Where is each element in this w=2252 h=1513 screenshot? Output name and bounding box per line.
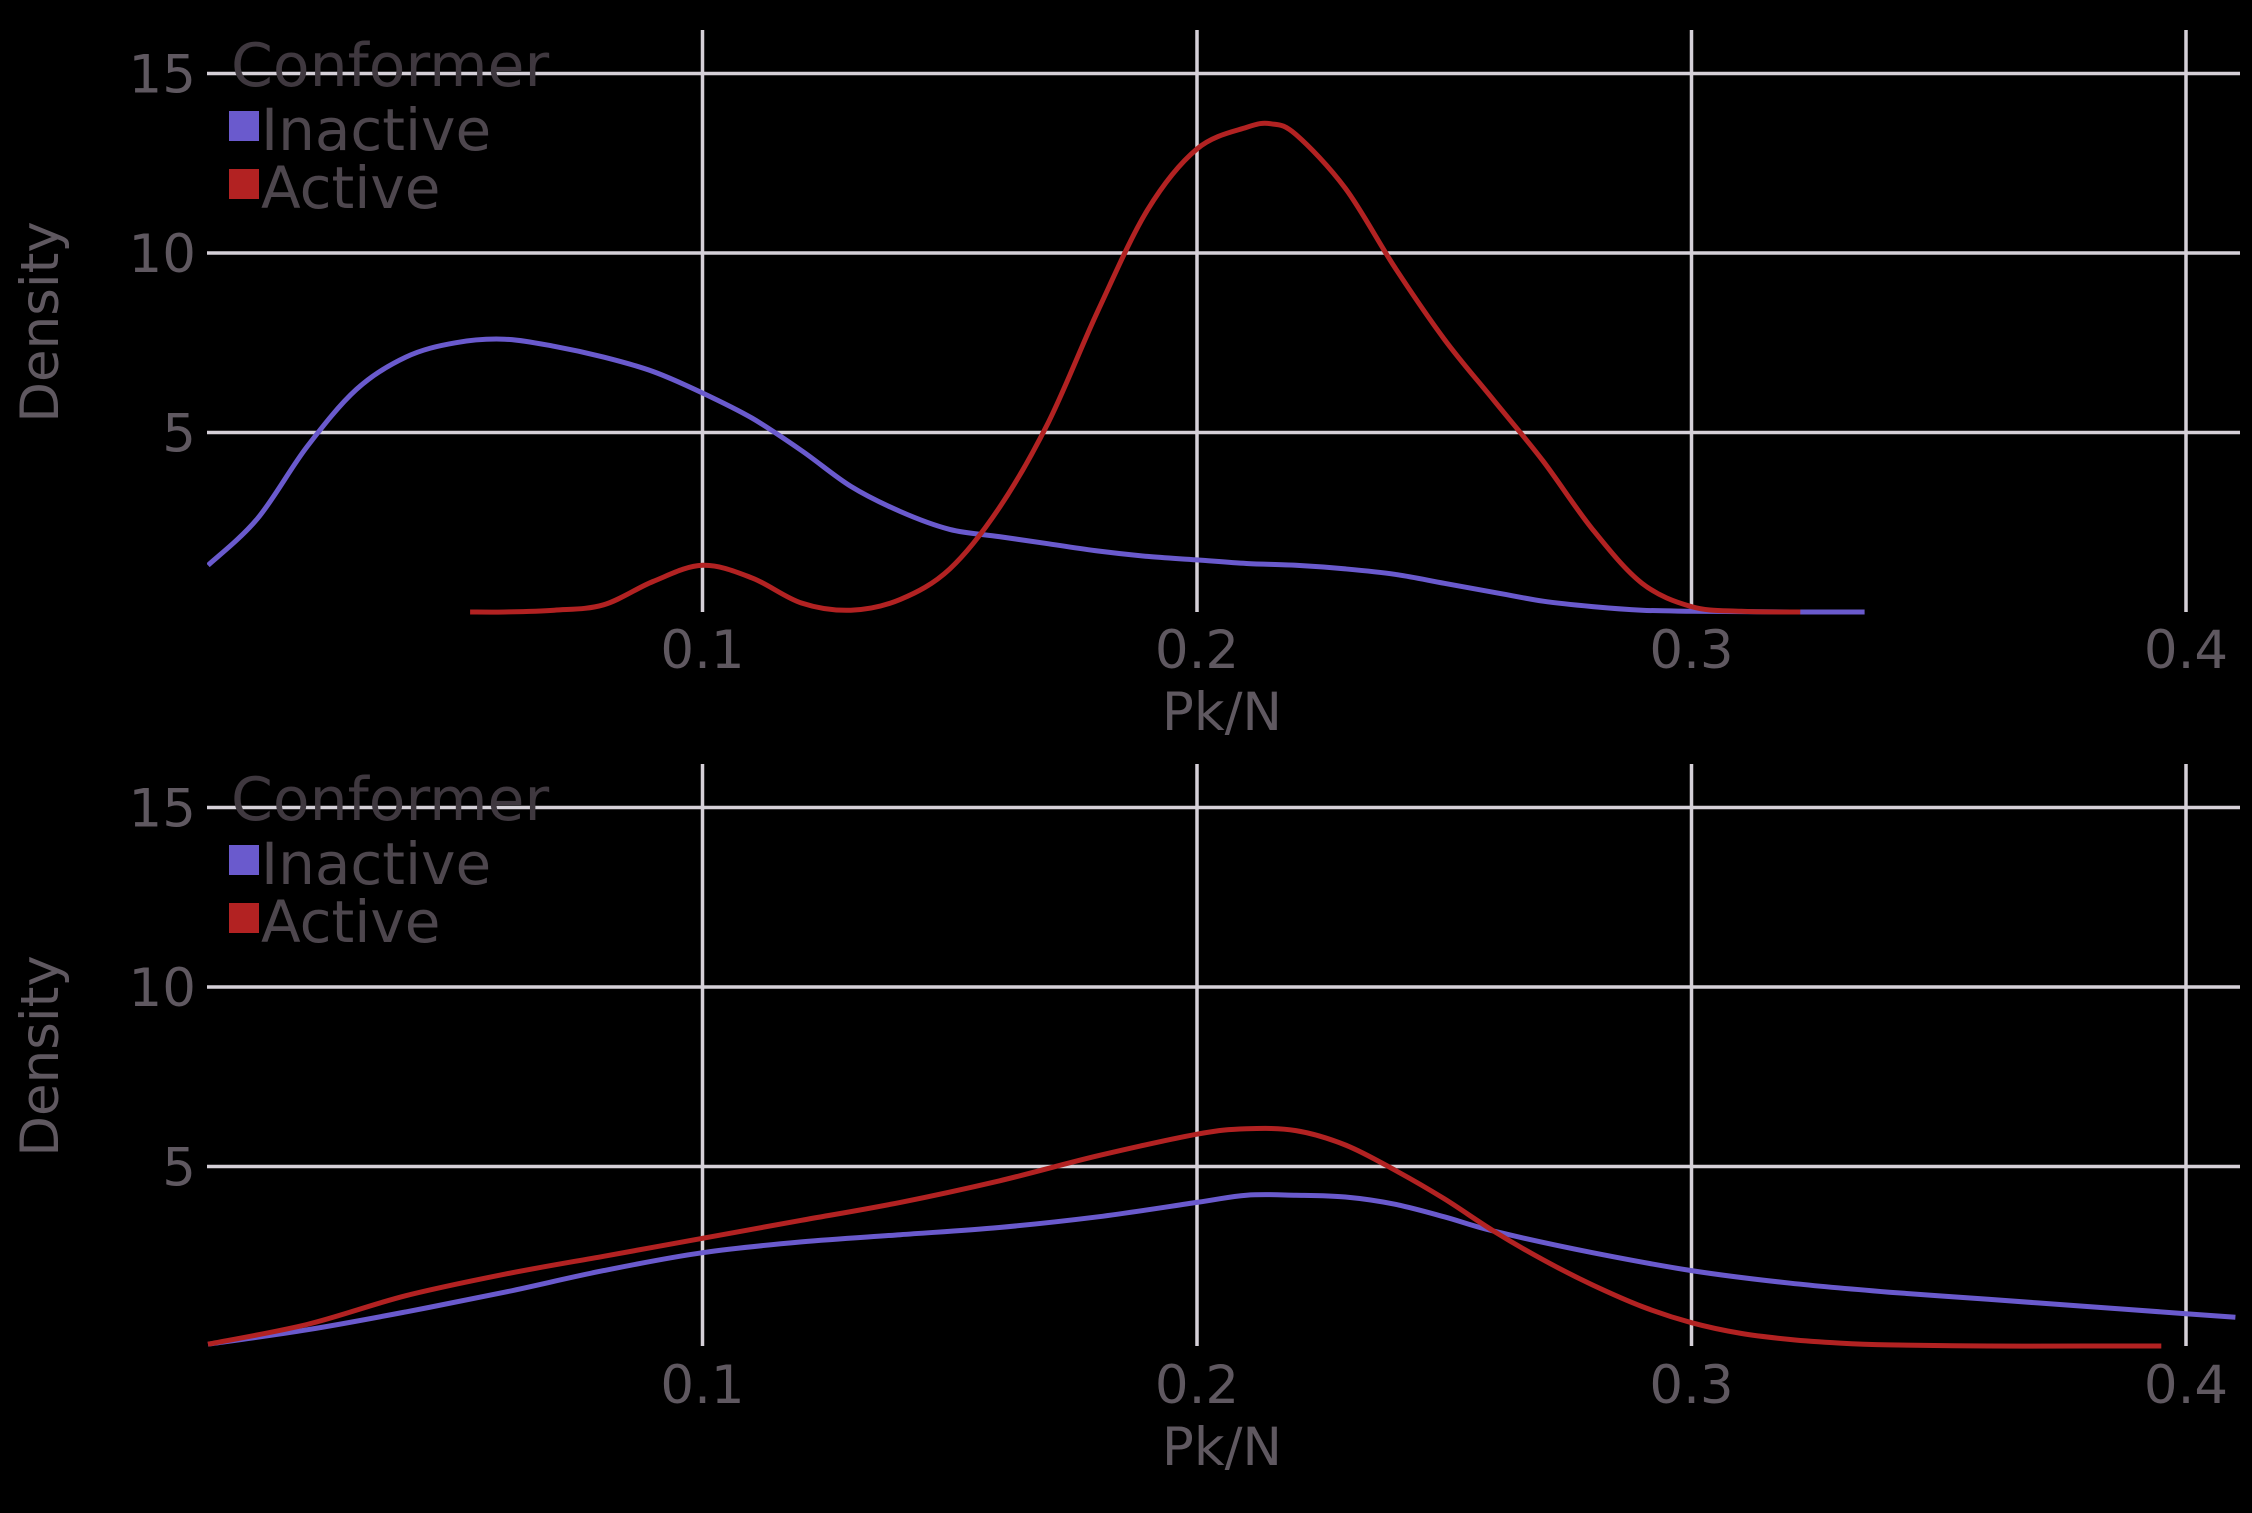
x-tick-label: 0.1 — [660, 620, 744, 681]
legend-label-inactive: Inactive — [261, 96, 491, 164]
y-tick-label: 15 — [129, 45, 196, 106]
x-tick-label: 0.4 — [2144, 620, 2228, 681]
series-line-active — [470, 120, 1801, 615]
y-tick-label: 10 — [129, 224, 196, 285]
x-tick-label: 0.2 — [1155, 620, 1239, 681]
legend-label-active: Active — [261, 154, 440, 222]
legend-swatch-active — [229, 903, 259, 933]
y-axis-title: Density — [10, 955, 71, 1157]
series-line-inactive — [207, 336, 1865, 615]
y-tick-label: 5 — [162, 404, 196, 465]
series-lines — [207, 120, 1865, 615]
legend-title: Conformer — [231, 765, 549, 835]
series-lines — [207, 1125, 2236, 1349]
chart-panel-1: 5 10 15 0.1 0.2 0.3 0.4 Pk/N Density ConformerIna… — [10, 30, 2240, 743]
legend-label-inactive: Inactive — [261, 830, 491, 898]
x-tick-label: 0.3 — [1649, 620, 1733, 681]
legend-swatch-inactive — [229, 845, 259, 875]
legend-title: Conformer — [231, 31, 549, 101]
x-tick-label: 0.3 — [1649, 1355, 1733, 1416]
x-tick-label: 0.4 — [2144, 1355, 2228, 1416]
x-tick-label: 0.1 — [660, 1355, 744, 1416]
x-axis-title: Pk/N — [1162, 682, 1282, 743]
series-line-active — [207, 1125, 2162, 1349]
y-tick-label: 10 — [129, 958, 196, 1019]
x-axis-title: Pk/N — [1162, 1417, 1282, 1478]
chart-panel-2: 5 10 15 0.1 0.2 0.3 0.4 Pk/N Density ConformerIna… — [10, 764, 2240, 1478]
legend-swatch-active — [229, 169, 259, 199]
y-tick-label: 15 — [129, 779, 196, 840]
y-tick-label: 5 — [162, 1138, 196, 1199]
y-axis-title: Density — [10, 221, 71, 423]
legend-swatch-inactive — [229, 111, 259, 141]
series-line-inactive — [207, 1192, 2236, 1347]
legend-label-active: Active — [261, 888, 440, 956]
x-tick-label: 0.2 — [1155, 1355, 1239, 1416]
